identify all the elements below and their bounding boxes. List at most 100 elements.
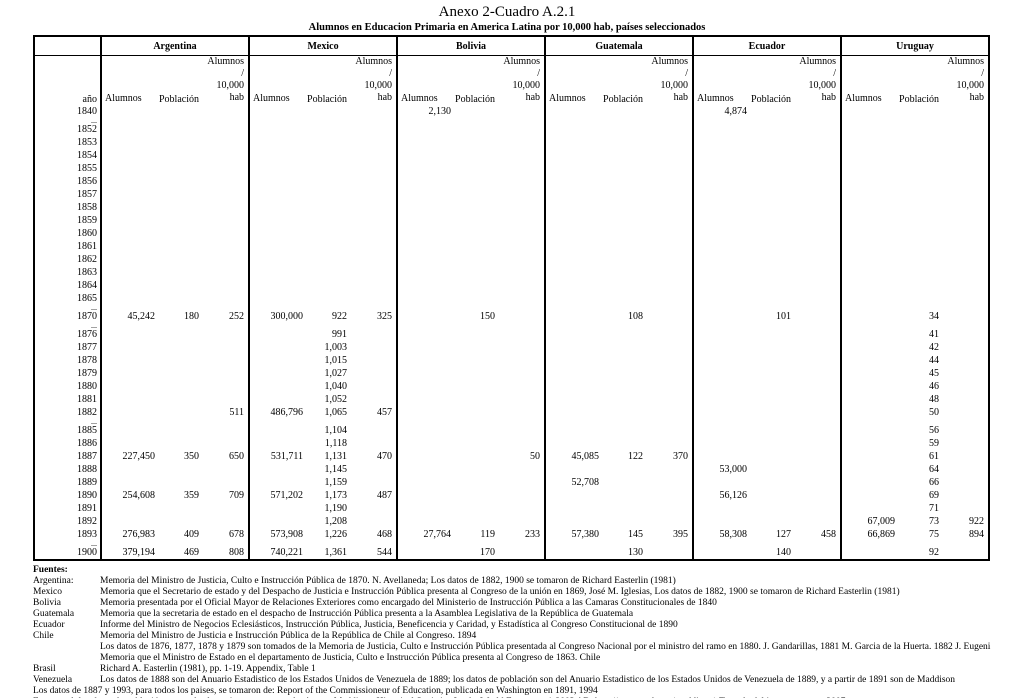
data-cell: 1,040: [324, 381, 348, 392]
data-cell: 808: [229, 547, 245, 558]
data-cell: [647, 341, 693, 354]
data-cell: [943, 310, 989, 323]
data-cell: [603, 515, 647, 528]
data-cell: [499, 380, 545, 393]
data-cell: [396, 367, 456, 380]
data-cell: [351, 437, 397, 450]
data-cell: [248, 136, 308, 149]
data-cell: [499, 253, 545, 266]
data-cell: [840, 162, 900, 175]
data-cell: [603, 476, 647, 489]
data-cell: 409: [184, 529, 199, 540]
data-cell: [248, 279, 308, 292]
data-cell: [751, 437, 795, 450]
data-cell: [396, 515, 456, 528]
col-header-poblacion: Población: [159, 94, 199, 105]
data-cell: [248, 323, 308, 328]
data-cell: 991: [332, 329, 348, 340]
year-cell: 1879: [77, 368, 97, 379]
data-cell: [499, 515, 545, 528]
data-cell: [396, 279, 456, 292]
fuente-text: Memoria que el Secretario de estado y de…: [100, 587, 900, 597]
data-cell: [795, 393, 841, 406]
data-cell: 73: [929, 516, 940, 527]
data-cell: [396, 450, 456, 463]
data-cell: [396, 489, 456, 502]
data-cell: [751, 253, 795, 266]
data-cell: [396, 201, 456, 214]
page-title: Anexo 2-Cuadro A.2.1: [438, 4, 576, 20]
data-cell: [795, 162, 841, 175]
data-cell: [396, 463, 456, 476]
data-table: Argentina Mexico Bolivia Guatemala Ecuad…: [33, 35, 991, 561]
data-cell: [603, 393, 647, 406]
data-cell: [100, 136, 159, 149]
data-cell: [795, 266, 841, 279]
fuentes-section: Fuentes: Argentina: Memoria del Ministro …: [33, 565, 1014, 698]
country-header-guatemala: Guatemala: [544, 36, 694, 56]
data-cell: [692, 476, 752, 489]
data-cell: [544, 149, 604, 162]
data-cell: [943, 162, 989, 175]
year-cell: 1857: [77, 189, 97, 200]
ellipsis-row: ...: [34, 323, 989, 328]
year-cell: 1863: [77, 267, 97, 278]
data-cell: 50: [929, 407, 940, 418]
data-cell: [455, 515, 499, 528]
year-column-header: año: [82, 94, 97, 105]
data-cell: [396, 380, 456, 393]
data-cell: [351, 253, 397, 266]
data-cell: [692, 367, 752, 380]
data-cell: [100, 323, 159, 328]
data-cell: 922: [969, 516, 985, 527]
data-cell: [351, 292, 397, 305]
table-row: 1854: [34, 149, 989, 162]
data-cell: [248, 240, 308, 253]
data-cell: [307, 253, 351, 266]
data-cell: [751, 502, 795, 515]
data-cell: [499, 105, 545, 118]
data-cell: [795, 341, 841, 354]
col-header-poblacion: Población: [603, 94, 644, 105]
table-body: 1840 2,130 4,874... 1852 1853 1854 1855 1856 185…: [34, 105, 989, 560]
data-cell: [795, 310, 841, 323]
data-cell: [248, 214, 308, 227]
data-cell: [751, 149, 795, 162]
fuente-label: [33, 653, 100, 664]
data-cell: 233: [525, 529, 541, 540]
data-cell: [647, 123, 693, 136]
data-cell: 469: [184, 547, 199, 558]
fuente-entry: Bolivia Memoria presentada por el Oficial…: [33, 598, 1014, 609]
data-cell: [307, 188, 351, 201]
data-cell: [248, 292, 308, 305]
data-cell: [455, 424, 499, 437]
data-cell: [248, 393, 308, 406]
year-cell: 1893: [77, 529, 97, 540]
data-cell: [396, 253, 456, 266]
data-cell: 894: [969, 529, 985, 540]
data-cell: [455, 450, 499, 463]
col-header-ratio: Alumnos / 10,000 hab: [207, 56, 245, 103]
data-cell: [647, 502, 693, 515]
table-row: 1886 1,118 59: [34, 437, 989, 450]
data-cell: [840, 367, 900, 380]
data-cell: [544, 136, 604, 149]
data-cell: [203, 424, 249, 437]
year-cell: ...: [91, 118, 97, 123]
data-cell: [544, 515, 604, 528]
data-cell: [751, 240, 795, 253]
data-cell: [603, 188, 647, 201]
data-cell: [692, 406, 752, 419]
table-row: 1861: [34, 240, 989, 253]
data-cell: [159, 380, 203, 393]
data-cell: 180: [184, 311, 199, 322]
data-cell: [943, 240, 989, 253]
data-cell: [100, 305, 159, 310]
data-cell: 92: [929, 547, 940, 558]
data-cell: 740,221: [248, 546, 308, 560]
data-cell: [751, 227, 795, 240]
data-cell: 34: [929, 311, 940, 322]
data-cell: [396, 136, 456, 149]
data-cell: [840, 310, 900, 323]
country-header-uruguay: Uruguay: [840, 36, 990, 56]
